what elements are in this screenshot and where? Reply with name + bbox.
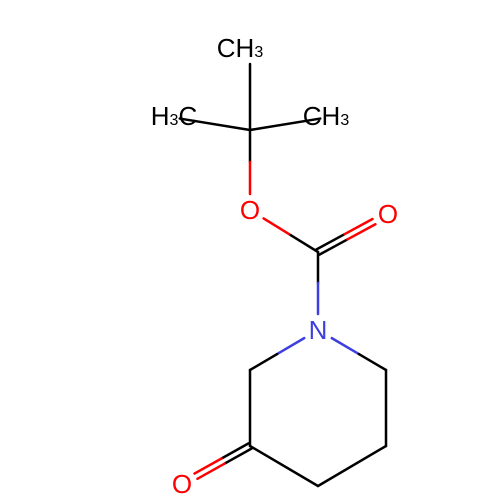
bond-line — [250, 354, 277, 370]
atom-label: O — [240, 195, 260, 225]
bond-line — [222, 443, 249, 458]
bond-line — [264, 218, 291, 235]
bond-line — [347, 224, 375, 239]
atom-label: H3C — [151, 101, 197, 131]
bond-line — [359, 354, 386, 370]
atom-label: O — [172, 469, 192, 499]
bond-line — [291, 235, 318, 252]
bond-line — [224, 449, 251, 464]
bond-line — [319, 239, 347, 254]
atom-label: CH3 — [303, 101, 350, 131]
bond-line — [197, 464, 224, 479]
bond-line — [332, 338, 359, 354]
bond-line — [345, 219, 373, 234]
molecule-diagram: CH3 H3C CH3 O O N O — [0, 0, 500, 500]
bond-line — [277, 338, 304, 354]
bond-line — [195, 458, 222, 473]
atom-label: O — [378, 199, 398, 229]
bond-line — [317, 234, 345, 249]
atom-label: CH3 — [217, 33, 264, 63]
bond-line — [318, 446, 386, 486]
atom-label: N — [309, 315, 328, 345]
bond-line — [250, 446, 318, 486]
